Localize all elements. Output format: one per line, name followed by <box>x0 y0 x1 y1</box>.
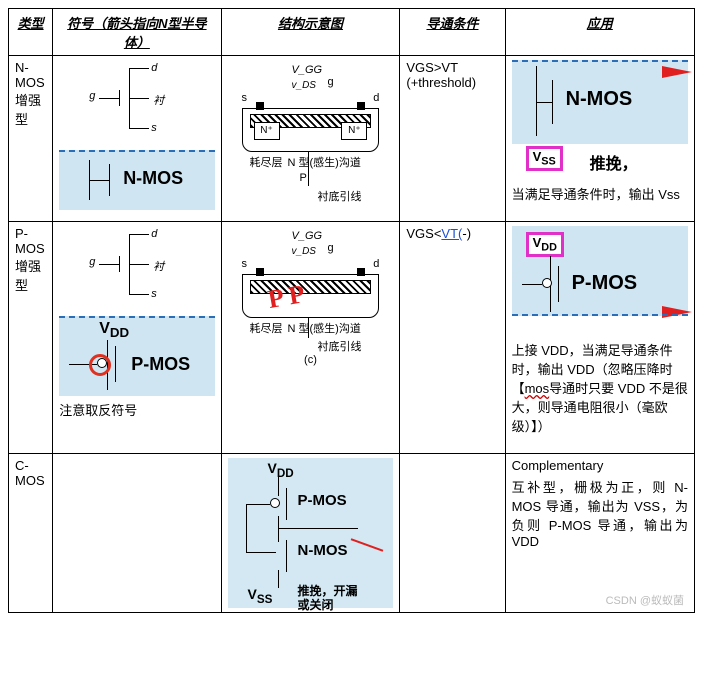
watermark: CSDN @蚁蚁菌 <box>606 592 684 608</box>
pmos-wavy: mos <box>525 381 550 396</box>
pcs-s: s <box>242 258 248 270</box>
pmos-cond-vt-link[interactable]: VT( <box>441 226 462 241</box>
nmos-app-diagram: N-MOS VSS 推挽， <box>512 60 688 180</box>
row-nmos: N-MOS 增强型 d s g 衬 <box>9 56 695 222</box>
pmos-symbol-diagram: d s g 衬 <box>59 226 214 316</box>
pcs-d: d <box>373 258 379 270</box>
nmos-symbol-diagram: d s g 衬 <box>59 60 214 150</box>
pcs-g: g <box>328 242 334 254</box>
cmos-note2: 或关闭 <box>298 596 334 613</box>
nmos-cond-1: VGS>VT <box>406 60 498 75</box>
pmos-panel-text: P-MOS <box>131 354 190 375</box>
cmos-vss: VSS <box>248 586 273 606</box>
cs-s: s <box>242 92 248 104</box>
cmos-vdd: VDD <box>268 460 294 480</box>
pcs-vgg: V_GG <box>292 230 323 242</box>
nmos-panel-text: N-MOS <box>123 168 183 189</box>
col-header-application: 应用 <box>505 9 694 56</box>
nmos-cond-2: (+threshold) <box>406 75 498 90</box>
cs-layer2: N 型(感生)沟道 <box>288 154 361 170</box>
cs-layer1: 耗尽层 <box>250 154 283 170</box>
pcs-caption: (c) <box>228 354 394 366</box>
cell-nmos-symbol: d s g 衬 N-MOS <box>53 56 221 222</box>
pmos-term-d: d <box>151 228 157 240</box>
cell-pmos-symbol: d s g 衬 VDD P-MOS 注意取反符号 <box>53 222 221 454</box>
cs-d: d <box>373 92 379 104</box>
cell-nmos-application: N-MOS VSS 推挽， 当满足导通条件时，输出 Vss <box>505 56 694 222</box>
pmos-term-s: s <box>151 288 157 300</box>
nmos-term-s: s <box>151 122 157 134</box>
cmos-diagram: VDD P-MOS N-MOS VSS 推挽，开漏 或关闭 <box>228 458 394 608</box>
nmos-app-panel: N-MOS <box>566 88 633 111</box>
pmos-term-g: g <box>89 256 95 268</box>
cell-cmos-type: C-MOS <box>9 454 53 613</box>
mos-comparison-table: 类型 符号（箭头指向N型半导体） 结构示意图 导通条件 应用 N-MOS 增强型… <box>8 8 695 613</box>
pmos-cross-section: V_GG v_DS g s d 耗尽层 N 型(感生)沟道 衬底引线 P P (… <box>228 226 394 371</box>
nmos-app-side: 推挽， <box>590 150 638 174</box>
pmos-app-vdd: VDD <box>526 232 564 257</box>
pmos-symbol-note: 注意取反符号 <box>59 400 214 419</box>
pcs-layer1: 耗尽层 <box>250 320 283 336</box>
cell-nmos-condition: VGS>VT (+threshold) <box>400 56 505 222</box>
nmos-term-g: g <box>89 90 95 102</box>
pmos-app-diagram: VDD P-MOS <box>512 226 688 336</box>
col-header-condition: 导通条件 <box>400 9 505 56</box>
cell-cmos-condition <box>400 454 505 613</box>
cs-p: P <box>300 172 307 184</box>
pmos-vdd: VDD <box>99 320 129 340</box>
nmos-app-desc: 当满足导通条件时，输出 Vss <box>512 184 688 203</box>
pcs-lead: 衬底引线 <box>318 338 362 354</box>
nmos-term-sub: 衬 <box>153 92 164 108</box>
cell-cmos-application: Complementary 互补型，栅极为正，则 N-MOS 导通，输出为 VS… <box>505 454 694 613</box>
cs-vgg: V_GG <box>292 64 323 76</box>
cs-g: g <box>328 76 334 88</box>
cell-pmos-type: P-MOS 增强型 <box>9 222 53 454</box>
pmos-app-panel: P-MOS <box>572 272 638 295</box>
pmos-term-sub: 衬 <box>153 258 164 274</box>
nmos-term-d: d <box>151 62 157 74</box>
pcs-vds: v_DS <box>292 246 316 257</box>
cell-pmos-structure: V_GG v_DS g s d 耗尽层 N 型(感生)沟道 衬底引线 P P (… <box>221 222 400 454</box>
cell-nmos-structure: V_GG v_DS g s d N⁺ N⁺ 耗尽层 N 型(感生)沟道 P 衬底… <box>221 56 400 222</box>
cmos-nmos: N-MOS <box>298 542 348 559</box>
col-header-structure: 结构示意图 <box>221 9 400 56</box>
cell-cmos-symbol <box>53 454 221 613</box>
cell-nmos-type: N-MOS 增强型 <box>9 56 53 222</box>
cmos-pmos: P-MOS <box>298 492 347 509</box>
cell-pmos-application: VDD P-MOS 上接 VDD，当满足导通条件时，输出 VDD（忽略压降时【m… <box>505 222 694 454</box>
cell-cmos-structure: VDD P-MOS N-MOS VSS 推挽，开漏 或关闭 <box>221 454 400 613</box>
pmos-symbol-panel: VDD P-MOS <box>59 316 214 396</box>
cs-nplus-left: N⁺ <box>254 122 280 140</box>
pmos-cond-prefix: VGS< <box>406 226 441 241</box>
col-header-type: 类型 <box>9 9 53 56</box>
row-cmos: C-MOS VDD P-MOS N-MOS VSS <box>9 454 695 613</box>
cs-lead: 衬底引线 <box>318 188 362 204</box>
table-header-row: 类型 符号（箭头指向N型半导体） 结构示意图 导通条件 应用 <box>9 9 695 56</box>
nmos-cross-section: V_GG v_DS g s d N⁺ N⁺ 耗尽层 N 型(感生)沟道 P 衬底… <box>228 60 394 205</box>
pcs-layer2: N 型(感生)沟道 <box>288 320 361 336</box>
cs-vds: v_DS <box>292 80 316 91</box>
col-header-symbol: 符号（箭头指向N型半导体） <box>53 9 221 56</box>
pmos-scribble: P P <box>265 279 306 315</box>
nmos-app-vss: VSS <box>526 146 563 171</box>
cmos-app-desc: 互补型，栅极为正，则 N-MOS 导通，输出为 VSS，为负则 P-MOS 导通… <box>512 477 688 549</box>
row-pmos: P-MOS 增强型 d s g 衬 VDD <box>9 222 695 454</box>
pmos-app-desc: 上接 VDD，当满足导通条件时，输出 VDD（忽略压降时【mos导通时只要 VD… <box>512 340 688 435</box>
pmos-cond-tail: -) <box>462 226 471 241</box>
cell-pmos-condition: VGS<VT(-) <box>400 222 505 454</box>
cmos-app-line1: Complementary <box>512 458 688 473</box>
cs-nplus-right: N⁺ <box>341 122 367 140</box>
nmos-symbol-panel: N-MOS <box>59 150 214 210</box>
